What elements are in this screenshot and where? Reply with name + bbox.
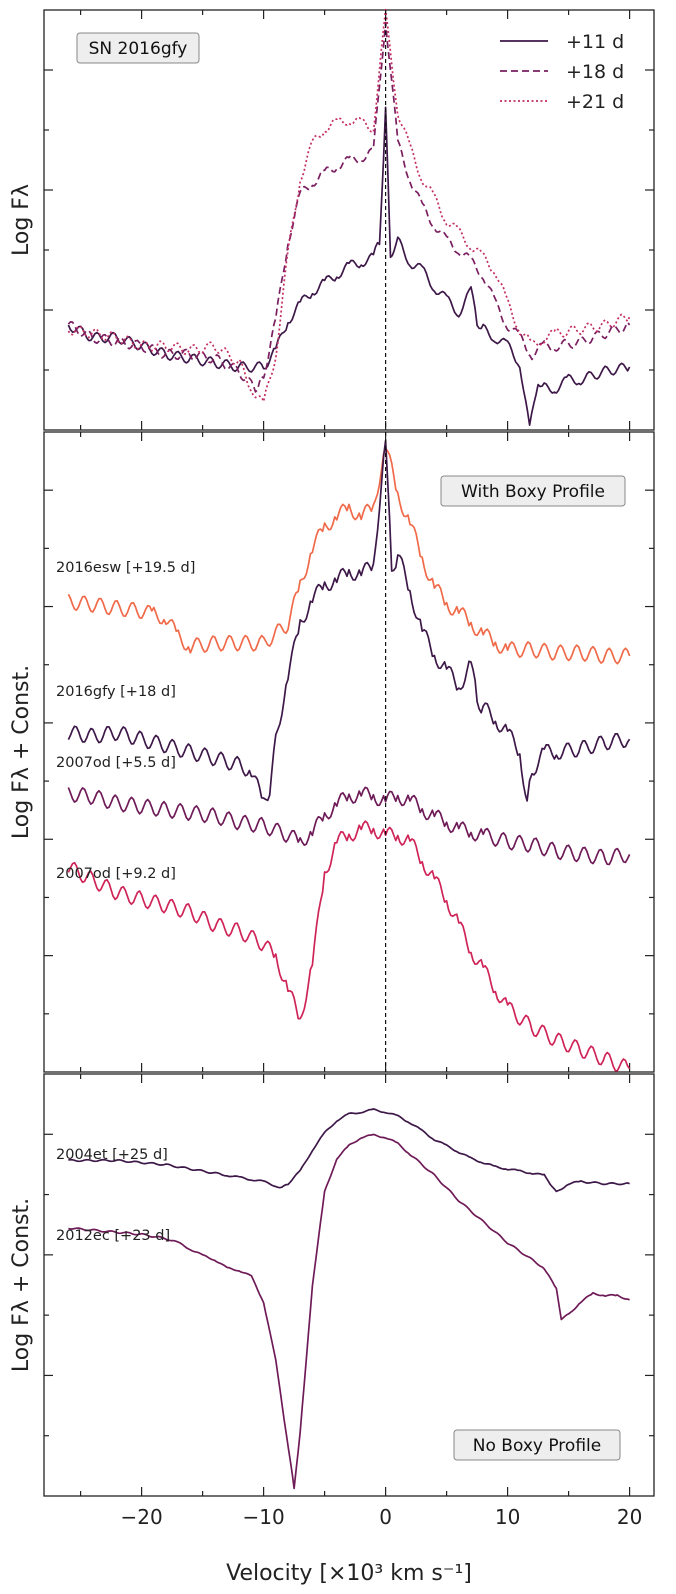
ylabel-top: Log Fλ: [9, 184, 34, 256]
bottom-panel-frame: [43, 1073, 655, 1497]
series-line-2007od-5-5-d: [67, 786, 631, 866]
label-2007od-5: 2007od [+5.5 d]: [56, 755, 176, 771]
legend-label-11d: +11 d: [566, 31, 624, 53]
x-tick-labels: −20 −10 0 10 20: [120, 1505, 642, 1529]
label-2016gfy: 2016gfy [+18 d]: [56, 684, 176, 700]
x-tick-label: 0: [379, 1505, 392, 1529]
annotation-box-middle: [440, 475, 626, 507]
x-tick-label: 10: [495, 1505, 520, 1529]
x-tick-label: −10: [242, 1505, 284, 1529]
x-tick-label: −20: [120, 1505, 162, 1529]
series-line-2016esw-19-5-d: [67, 447, 631, 665]
series-line-2012ec-23-d: [68, 1133, 630, 1490]
annotation-sn-2016gfy: SN 2016gfy: [89, 39, 188, 59]
label-2012ec: 2012ec [+23 d]: [56, 1228, 170, 1244]
x-tick-label: 20: [617, 1505, 642, 1529]
annotation-box-top: [76, 32, 200, 64]
ylabel-middle: Log Fλ + Const.: [9, 665, 34, 839]
series-line-11-d: [67, 106, 631, 426]
annotation-box-bottom: [453, 1429, 621, 1461]
series-layer: [67, 8, 631, 1490]
annotation-no-boxy: No Boxy Profile: [473, 1436, 601, 1456]
label-2004et: 2004et [+25 d]: [56, 1147, 168, 1163]
series-line-2004et-25-d: [68, 1108, 630, 1193]
series-line-21-d: [67, 8, 631, 403]
ylabel-bottom: Log Fλ + Const.: [9, 1198, 34, 1372]
label-2007od-9: 2007od [+9.2 d]: [56, 866, 176, 882]
legend-label-21d: +21 d: [566, 91, 624, 113]
legend: +11 d +18 d +21 d: [500, 31, 624, 113]
annotation-with-boxy: With Boxy Profile: [461, 482, 605, 502]
top-panel-frame: [43, 9, 655, 431]
xlabel: Velocity [×10³ km s⁻¹]: [226, 1561, 472, 1586]
series-line-18-d: [67, 21, 631, 393]
label-2016esw: 2016esw [+19.5 d]: [56, 560, 195, 576]
series-line-2007od-9-2-d: [67, 820, 631, 1072]
middle-panel-frame: [43, 431, 655, 1073]
series-line-2016gfy-18-d: [67, 439, 631, 802]
legend-label-18d: +18 d: [566, 61, 624, 83]
